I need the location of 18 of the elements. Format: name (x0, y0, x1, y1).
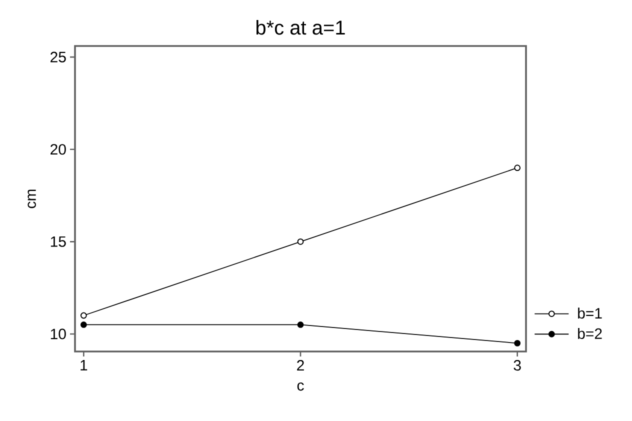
y-axis-title: cm (28, 190, 36, 208)
y-tick-label: 15 (50, 236, 66, 247)
point (80, 312, 87, 319)
point (297, 322, 304, 328)
x-tick-label: 2 (297, 360, 304, 370)
y-tick-label: 10 (50, 328, 66, 340)
point (514, 164, 521, 172)
y-tick-label: 20 (50, 144, 66, 155)
x-axis-title: c (297, 382, 304, 391)
x-tick-label: 1 (80, 360, 88, 370)
x-tick-label: 3 (514, 360, 521, 371)
chart-title: b*c at a=1 (256, 20, 345, 35)
y-tick-label: 25 (50, 52, 66, 62)
legend-label: b=2 (578, 328, 602, 339)
point (80, 322, 87, 328)
point (514, 340, 521, 346)
point (297, 238, 304, 245)
legend-label: b=1 (578, 308, 602, 319)
